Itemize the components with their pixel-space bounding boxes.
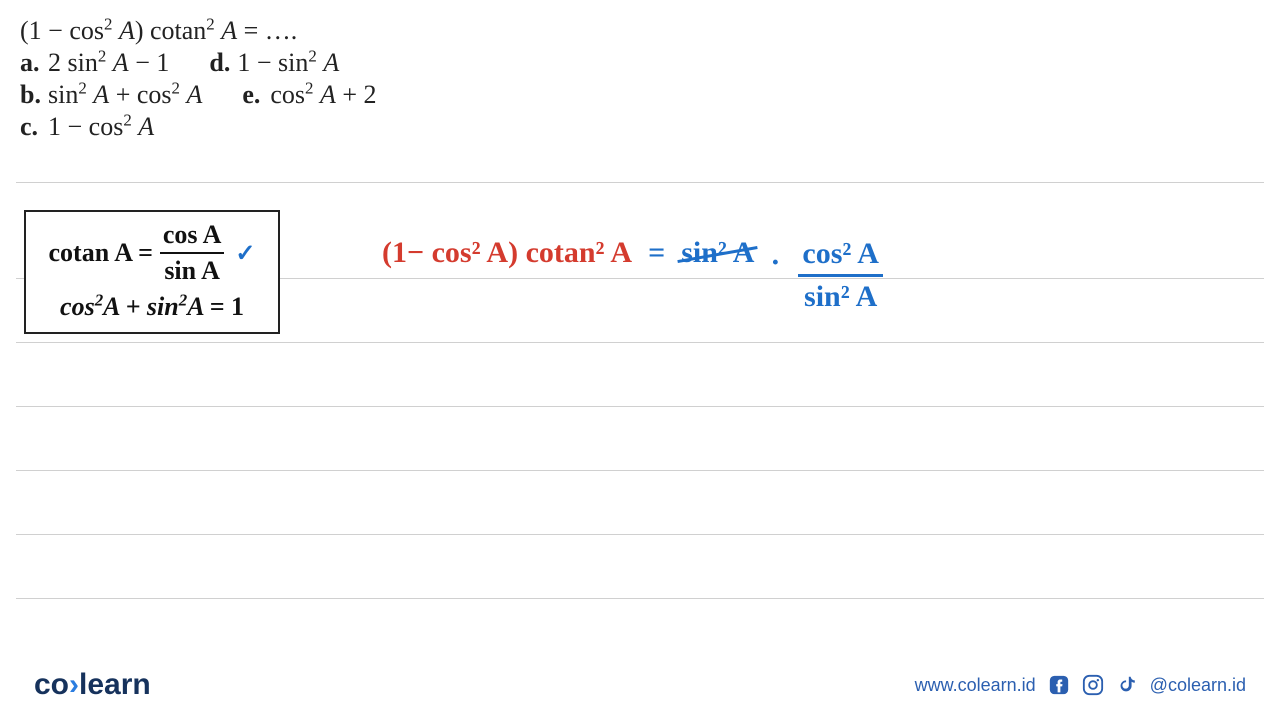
footer: co›learn www.colearn.id @colearn.id <box>0 668 1280 702</box>
checkmark-icon: ✓ <box>235 239 255 268</box>
options-row-3: c.1 − cos2 A <box>20 112 1260 142</box>
facebook-icon <box>1048 674 1070 696</box>
footer-right: www.colearn.id @colearn.id <box>915 674 1246 696</box>
footer-handle: @colearn.id <box>1150 675 1246 696</box>
hw-lhs: (1− cos² A) cotan² A <box>382 236 632 270</box>
option-e: e.cos2 A + 2 <box>242 80 376 110</box>
brand-logo: co›learn <box>34 668 151 702</box>
question-prompt: (1 − cos2 A) cotan2 A = …. <box>20 16 1260 46</box>
question-block: (1 − cos2 A) cotan2 A = …. a.2 sin2 A − … <box>0 0 1280 150</box>
option-b: b.sin2 A + cos2 A <box>20 80 202 110</box>
instagram-icon <box>1082 674 1104 696</box>
formula-box: cotan A = cos A sin A ✓ cos2A + sin2A = … <box>24 210 280 334</box>
hw-fraction: cos² A sin² A <box>796 236 885 315</box>
option-a: a.2 sin2 A − 1 <box>20 48 169 78</box>
option-c: c.1 − cos2 A <box>20 112 154 142</box>
hw-equals: = <box>648 236 665 270</box>
handwritten-work: (1− cos² A) cotan² A = sin² A · cos² A s… <box>382 236 885 315</box>
options-row-2: b.sin2 A + cos2 A e.cos2 A + 2 <box>20 80 1260 110</box>
footer-url: www.colearn.id <box>915 675 1036 696</box>
formula-pythagorean: cos2A + sin2A = 1 <box>36 292 268 322</box>
options-row-1: a.2 sin2 A − 1 d.1 − sin2 A <box>20 48 1260 78</box>
formula-lhs: cotan A = <box>49 238 153 268</box>
formula-fraction: cos A sin A <box>159 220 226 286</box>
hw-struck-term: sin² A <box>681 236 754 270</box>
formula-cotan: cotan A = cos A sin A ✓ <box>36 220 268 286</box>
tiktok-icon <box>1116 674 1138 696</box>
option-d: d.1 − sin2 A <box>209 48 339 78</box>
hw-multiply-dot: · <box>770 236 780 280</box>
